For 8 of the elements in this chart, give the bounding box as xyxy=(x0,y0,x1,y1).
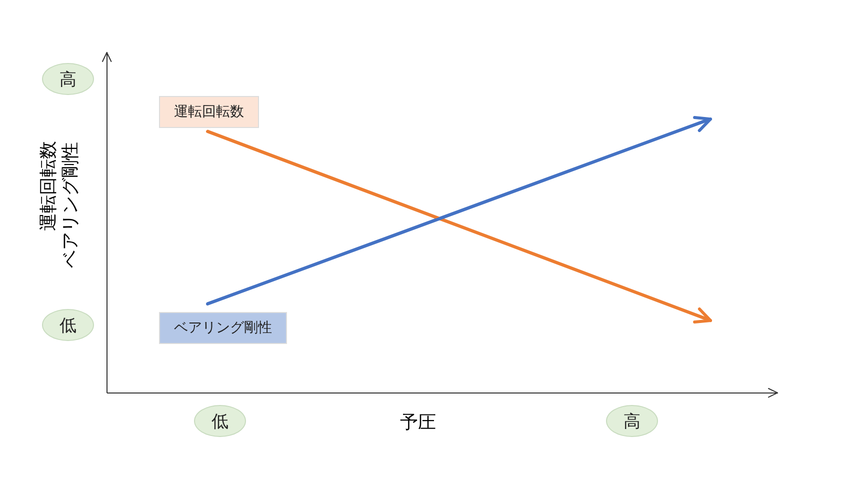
y-axis-title: 運転回転数ベアリング剛性 xyxy=(38,140,82,270)
text: 低 xyxy=(42,309,94,341)
text: ベアリング剛性 xyxy=(159,312,287,344)
text: 低 xyxy=(194,405,246,437)
text: 高 xyxy=(42,63,94,95)
x-axis-title: 予圧 xyxy=(400,411,436,434)
text: 高 xyxy=(606,405,658,437)
series-label: 運転回転数 xyxy=(159,96,259,128)
